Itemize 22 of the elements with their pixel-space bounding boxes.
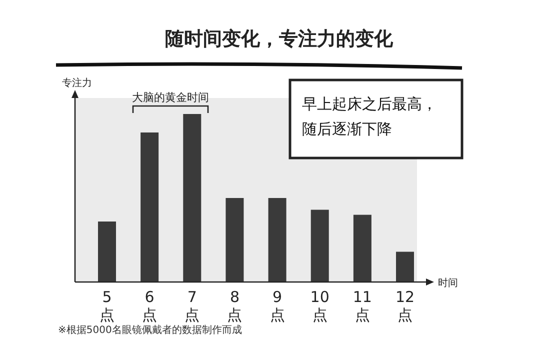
bar <box>353 214 372 282</box>
x-tick-label: 11点 <box>352 288 372 324</box>
bar <box>98 222 116 282</box>
y-axis-title: 专注力 <box>62 77 92 89</box>
x-tick-label: 7点 <box>184 288 200 324</box>
annotation: 早上起床之后最高，随后逐渐下降 <box>302 95 437 138</box>
bar <box>268 198 286 282</box>
x-tick-label: 8点 <box>227 288 242 324</box>
text: 大脑的黄金时间 <box>132 91 209 104</box>
x-axis-title: 时间 <box>438 277 458 289</box>
bar <box>140 132 159 282</box>
text: ※根据5000名眼镜佩戴者的数据制作而成 <box>58 324 242 336</box>
bar <box>226 198 244 282</box>
bar <box>183 114 202 282</box>
x-tick-label: 12点 <box>395 288 415 324</box>
chart-title: 随时间变化，专注力的变化 <box>165 28 394 50</box>
bar <box>310 210 329 282</box>
x-tick-label: 5点 <box>100 288 114 324</box>
x-tick-label: 10点 <box>310 288 330 324</box>
bar <box>396 252 414 282</box>
x-tick-label: 9点 <box>270 288 285 324</box>
x-tick-label: 6点 <box>142 288 158 324</box>
